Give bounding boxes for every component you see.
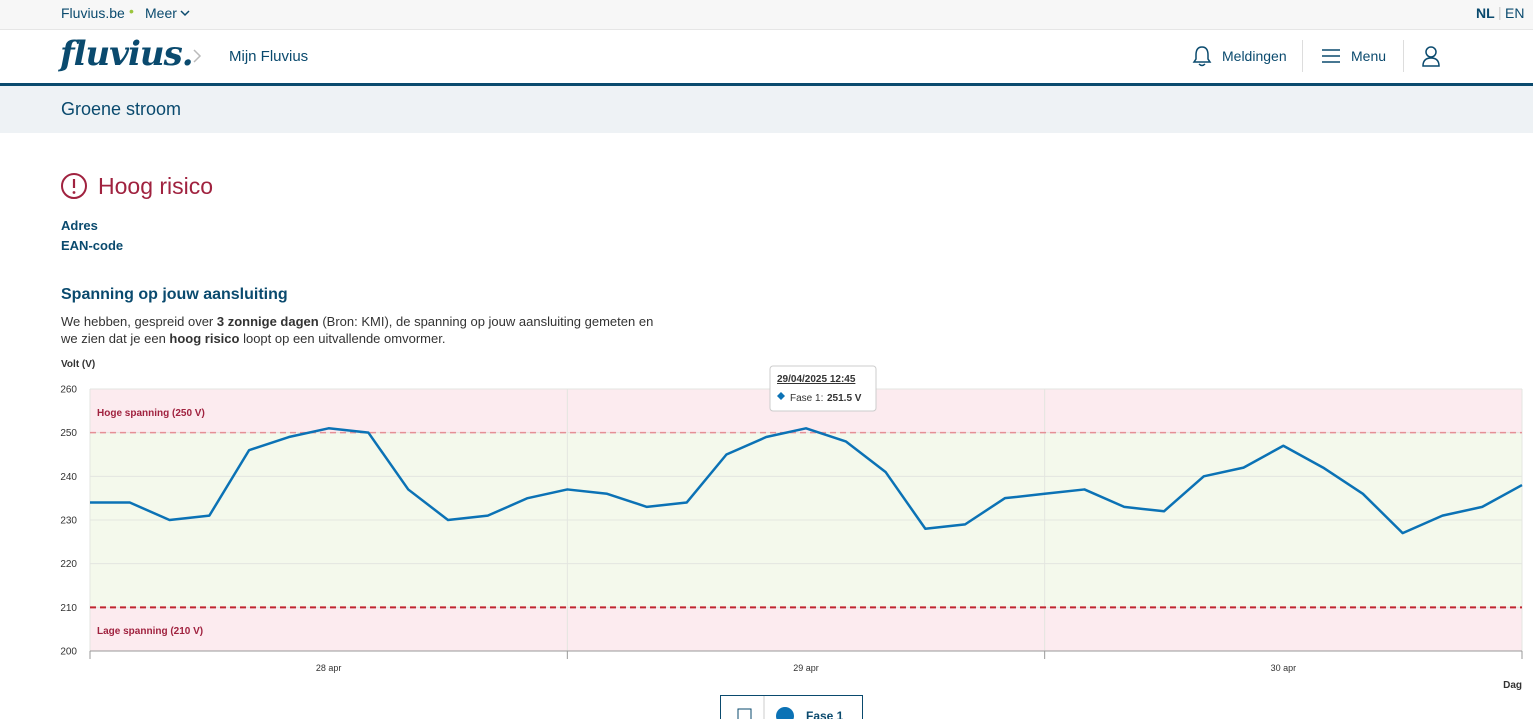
site-link[interactable]: Fluvius.be: [61, 5, 125, 21]
section-title: Spanning op jouw aansluiting: [61, 286, 288, 303]
dot: •: [129, 3, 134, 19]
legend-label: Fase 1: [806, 709, 844, 719]
detail-label: EAN-code: [61, 238, 124, 253]
tooltip-box: [769, 365, 877, 412]
y-tick-label: 250: [60, 428, 77, 439]
more-link[interactable]: Meer: [145, 5, 177, 21]
text-part: hoog risico: [169, 331, 240, 346]
lang-nl[interactable]: NL: [1476, 5, 1495, 21]
legend-box: [720, 695, 863, 719]
chart: Volt (V) Dag 200 210 220 230 240 250 260 28 apr…: [60, 359, 1523, 719]
x-axis-label: Dag: [1503, 680, 1522, 691]
text-part: We hebben, gespreid over: [61, 314, 217, 329]
y-tick-label: 240: [60, 472, 77, 483]
sub-header: Groene stroom: [0, 86, 1533, 133]
chevron: [180, 10, 190, 17]
status-title: Hoog risico: [98, 173, 214, 199]
low-band: [90, 607, 1522, 651]
legend-swatch: [776, 707, 794, 719]
threshold-label: Lage spanning (210 V): [97, 626, 203, 637]
menu-icon: [1322, 49, 1340, 63]
separator: |: [1498, 4, 1502, 20]
threshold-label: Hoge spanning (250 V): [97, 408, 205, 419]
detail-label: Adres: [61, 218, 98, 233]
y-tick-label: 210: [60, 603, 77, 614]
section-text: We hebben, gespreid over 3 zonnige dagen…: [61, 313, 671, 347]
legend-checkbox[interactable]: [737, 708, 752, 719]
lang-en[interactable]: EN: [1505, 5, 1525, 21]
y-tick-label: 220: [60, 559, 77, 570]
header: fluvius. Mijn Fluvius Meldingen Menu: [0, 30, 1533, 86]
bell-icon: [1192, 46, 1212, 67]
divider: [1403, 40, 1404, 72]
user-icon[interactable]: [1421, 45, 1441, 67]
breadcrumb-chevron: [193, 49, 202, 63]
y-tick-label: 230: [60, 516, 77, 527]
tooltip: 29/04/2025 12:45 Fase 1: 251.5 V: [769, 365, 877, 412]
legend: Fase 1: [720, 695, 863, 719]
text-part: 3 zonnige dagen: [216, 314, 319, 329]
x-tick-label: 28 apr: [316, 663, 342, 673]
y-tick-label: 260: [60, 385, 77, 396]
breadcrumb[interactable]: Mijn Fluvius: [229, 48, 309, 65]
warning-icon: [61, 173, 87, 199]
menu[interactable]: Menu: [1351, 48, 1387, 64]
x-tick-label: 30 apr: [1271, 663, 1297, 673]
series-line: [90, 427, 1523, 535]
sub-title: Groene stroom: [61, 99, 182, 119]
tooltip-series: Fase 1:: [790, 393, 823, 404]
text-part: loopt op een uitvallende omvormer.: [239, 331, 446, 346]
notifications[interactable]: Meldingen: [1222, 48, 1287, 64]
y-axis-label: Volt (V): [61, 359, 95, 370]
y-tick-label: 200: [60, 647, 77, 658]
x-tick-label: 29 apr: [793, 663, 819, 673]
divider: [1302, 40, 1303, 72]
tooltip-date: 29/04/2025 12:45: [777, 374, 856, 385]
tooltip-value: 251.5 V: [827, 393, 862, 404]
text-part: (Bron: KMI), de spanning op jouw aanslui…: [61, 314, 654, 346]
tooltip-marker: [777, 392, 785, 400]
logo[interactable]: fluvius.: [60, 34, 194, 74]
top-bar: Fluvius.be • Meer NL | EN: [0, 0, 1533, 30]
